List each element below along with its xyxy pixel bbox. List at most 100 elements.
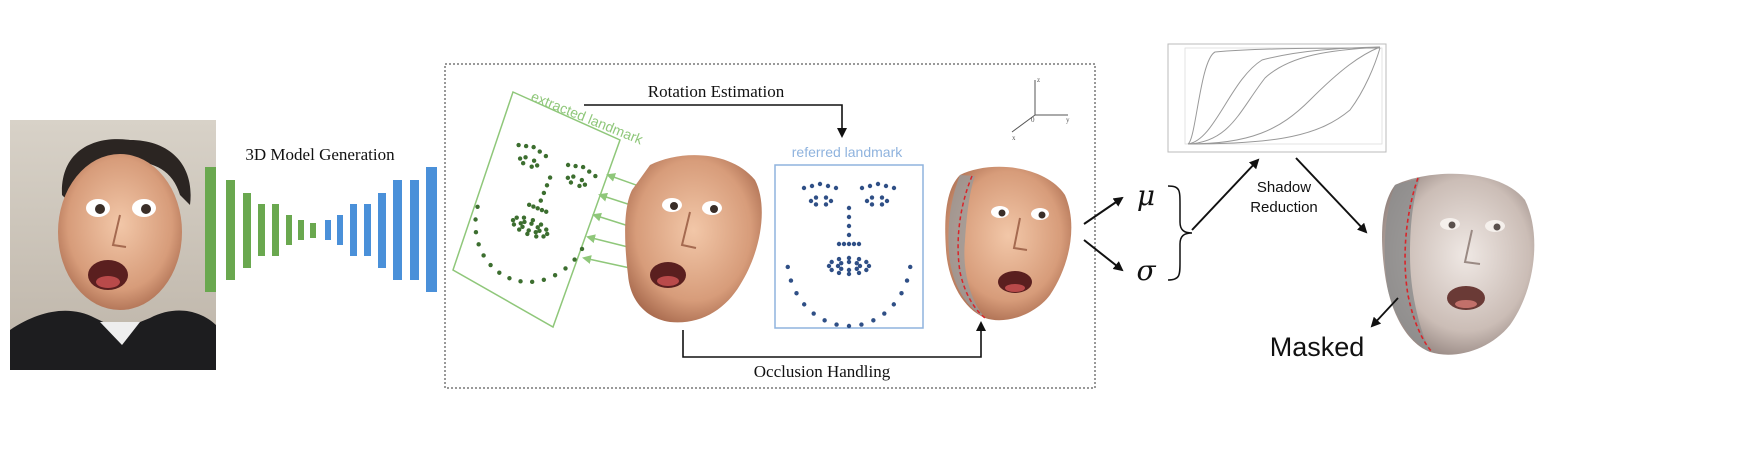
referred-landmark-dot [891, 185, 897, 191]
referred-landmark-dot [904, 278, 910, 283]
referred-landmark-dot [839, 260, 844, 266]
extracted-landmark-dot [522, 219, 527, 225]
input-face-photo [10, 120, 216, 370]
referred-landmark-dot [856, 270, 862, 276]
referred-landmark-dots [785, 181, 913, 329]
extracted-landmark-dot [530, 218, 536, 223]
referred-landmark-dot [857, 263, 863, 269]
referred-landmark-dot [899, 291, 904, 296]
occlusion-face [945, 166, 1072, 321]
referred-landmark-dot [846, 323, 852, 329]
extracted-landmark-dot [568, 180, 574, 185]
face-model-3d [625, 155, 762, 323]
shadow-reduction-line1: Shadow [1257, 179, 1311, 196]
svg-text:z: z [1037, 76, 1040, 84]
referred-landmark-dot [908, 264, 913, 270]
referred-landmark-dot [864, 267, 869, 273]
referred-landmark-dot [826, 263, 832, 269]
extracted-landmark-dot [547, 175, 553, 180]
occlusion-arrow [682, 321, 986, 358]
svg-text:0: 0 [1031, 116, 1035, 124]
referred-landmark-dot [811, 311, 816, 316]
extracted-landmark-dot [534, 163, 540, 168]
referred-landmark-dot [823, 202, 829, 207]
referred-landmark-dot [882, 311, 887, 316]
extracted-landmark-dot [539, 207, 545, 213]
extracted-landmark-dot [520, 160, 526, 166]
referred-landmark-panel: referred landmark [774, 144, 924, 329]
extracted-landmark-dot [579, 246, 585, 252]
sigma-symbol: σ [1136, 254, 1156, 287]
axes-letters: z y x 0 [1012, 76, 1070, 142]
model-generation-label: 3D Model Generation [245, 145, 395, 164]
extracted-landmark-dot [571, 174, 576, 179]
arrow-to-mu [1083, 196, 1124, 225]
referred-landmark-dot [884, 198, 890, 204]
referred-landmark-dot [846, 259, 852, 265]
extracted-landmark-dot [544, 231, 550, 237]
encoder-decoder-network [205, 167, 437, 292]
extracted-landmark-dot [579, 177, 585, 183]
referred-landmark-dot [859, 185, 865, 191]
referred-landmark-dot [869, 202, 875, 207]
extracted-landmark-dot [538, 222, 544, 227]
extracted-landmark-dot [565, 162, 571, 168]
referred-landmark-dot [883, 183, 889, 189]
rotation-estimation-label: Rotation Estimation [648, 82, 785, 101]
referred-landmark-dot [846, 223, 852, 229]
extracted-landmark-dot [537, 149, 542, 154]
extracted-landmark-dot [587, 169, 592, 174]
referred-landmark-dot [864, 259, 869, 265]
masked-face [1382, 173, 1535, 355]
referred-landmark-dot [835, 263, 841, 269]
referred-landmark-dot [846, 267, 852, 273]
extracted-landmark-dot [529, 279, 535, 285]
extracted-landmark-dot [541, 234, 546, 239]
extracted-landmark-dot [476, 242, 481, 247]
extracted-landmark-dot [507, 276, 512, 281]
referred-landmark-dot [785, 264, 790, 270]
arrow-to-masked-face [1295, 157, 1368, 234]
extracted-landmark-dot [510, 217, 516, 223]
axes-icon [1011, 80, 1068, 133]
referred-landmark-dot [801, 185, 807, 191]
referred-landmark-dot [846, 255, 852, 261]
extracted-landmark-dot [517, 156, 523, 161]
extracted-landmark-dot [544, 183, 550, 188]
extracted-landmark-dot [593, 173, 598, 179]
extracted-landmark-dot [573, 163, 578, 169]
extracted-landmark-dot [526, 202, 532, 208]
extracted-landmark-dot [552, 273, 558, 278]
referred-landmark-dot [841, 241, 847, 247]
referred-landmark-dot [834, 322, 839, 327]
extracted-landmark-dot [544, 227, 549, 232]
referred-landmark-dot [846, 214, 852, 220]
extracted-landmark-dot [572, 257, 577, 262]
extracted-landmark-dot [535, 206, 540, 211]
extracted-landmark-dot [473, 217, 478, 222]
extracted-landmark-dot [516, 142, 521, 148]
arrow-to-curves [1191, 158, 1260, 231]
extracted-landmark-label: extracted landmark [529, 88, 646, 148]
referred-landmark-dot [891, 302, 897, 307]
arrow-to-masked-label [1370, 297, 1399, 328]
referred-landmark-dot [856, 241, 862, 247]
referred-landmark-dot [828, 198, 834, 204]
extracted-landmark-dot [531, 158, 537, 163]
referred-landmark-dot [801, 302, 807, 307]
referred-landmark-dot [846, 271, 852, 277]
occlusion-handling-label: Occlusion Handling [754, 362, 891, 381]
extracted-landmark-dot [520, 224, 525, 229]
extracted-landmark-dot [534, 234, 539, 239]
referred-landmark-dot [794, 291, 799, 296]
extracted-landmark-dot [565, 175, 571, 181]
extracted-landmark-dot [535, 225, 540, 230]
referred-landmark-dot [817, 181, 823, 187]
extracted-landmark-dot [525, 231, 530, 237]
extracted-landmark-dot [577, 183, 582, 189]
extracted-landmark-dot [529, 164, 534, 169]
referred-landmark-dot [829, 259, 834, 265]
referred-landmark-dot [859, 322, 864, 327]
extracted-landmark-dot [526, 228, 531, 233]
svg-text:x: x [1012, 134, 1016, 142]
